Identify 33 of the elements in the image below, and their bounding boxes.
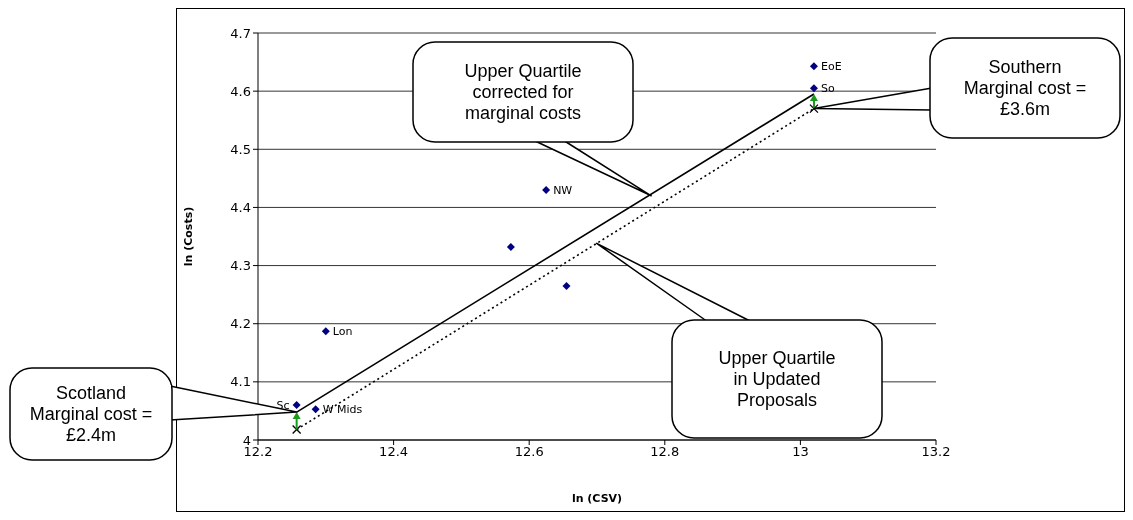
y-axis-title: ln (Costs) xyxy=(181,206,195,267)
point xyxy=(292,401,301,410)
y-tick-label: 4.1 xyxy=(230,374,251,390)
point xyxy=(321,327,330,336)
point xyxy=(562,281,571,290)
x-axis-title: ln (CSV) xyxy=(571,492,623,505)
annotation: EoE xyxy=(820,60,842,74)
x-tick-label: 13 xyxy=(792,444,809,460)
y-tick-label: 4.6 xyxy=(230,83,251,99)
annotation: Upper Quartile in Updated Proposals xyxy=(718,348,836,410)
x-tick-label: 12.6 xyxy=(514,444,544,460)
point xyxy=(506,242,515,251)
point xyxy=(311,405,320,414)
annotation: W Mids xyxy=(322,403,363,417)
y-tick-label: 4.7 xyxy=(230,25,251,41)
annotation: Scotland Marginal cost = £2.4m xyxy=(29,383,153,445)
annotation: Upper Quartile corrected for marginal costs xyxy=(464,61,582,123)
y-tick-label: 4.5 xyxy=(230,141,251,157)
x-tick-label: 13.2 xyxy=(921,444,951,460)
x-tick-label: 12.8 xyxy=(650,444,680,460)
annotation: So xyxy=(820,82,835,96)
point xyxy=(809,103,819,114)
annotation: Lon xyxy=(332,325,353,339)
point xyxy=(809,84,818,93)
point xyxy=(542,185,551,194)
y-tick-label: 4.4 xyxy=(230,200,251,216)
y-tick-label: 4.2 xyxy=(230,316,251,332)
text: Southern Marginal cost = £3.6m xyxy=(963,57,1087,119)
y-tick-label: 4.3 xyxy=(230,258,251,274)
annotation: NW xyxy=(553,183,573,197)
x-tick-label: 12.4 xyxy=(379,444,409,460)
point xyxy=(809,62,818,71)
point xyxy=(292,424,302,435)
